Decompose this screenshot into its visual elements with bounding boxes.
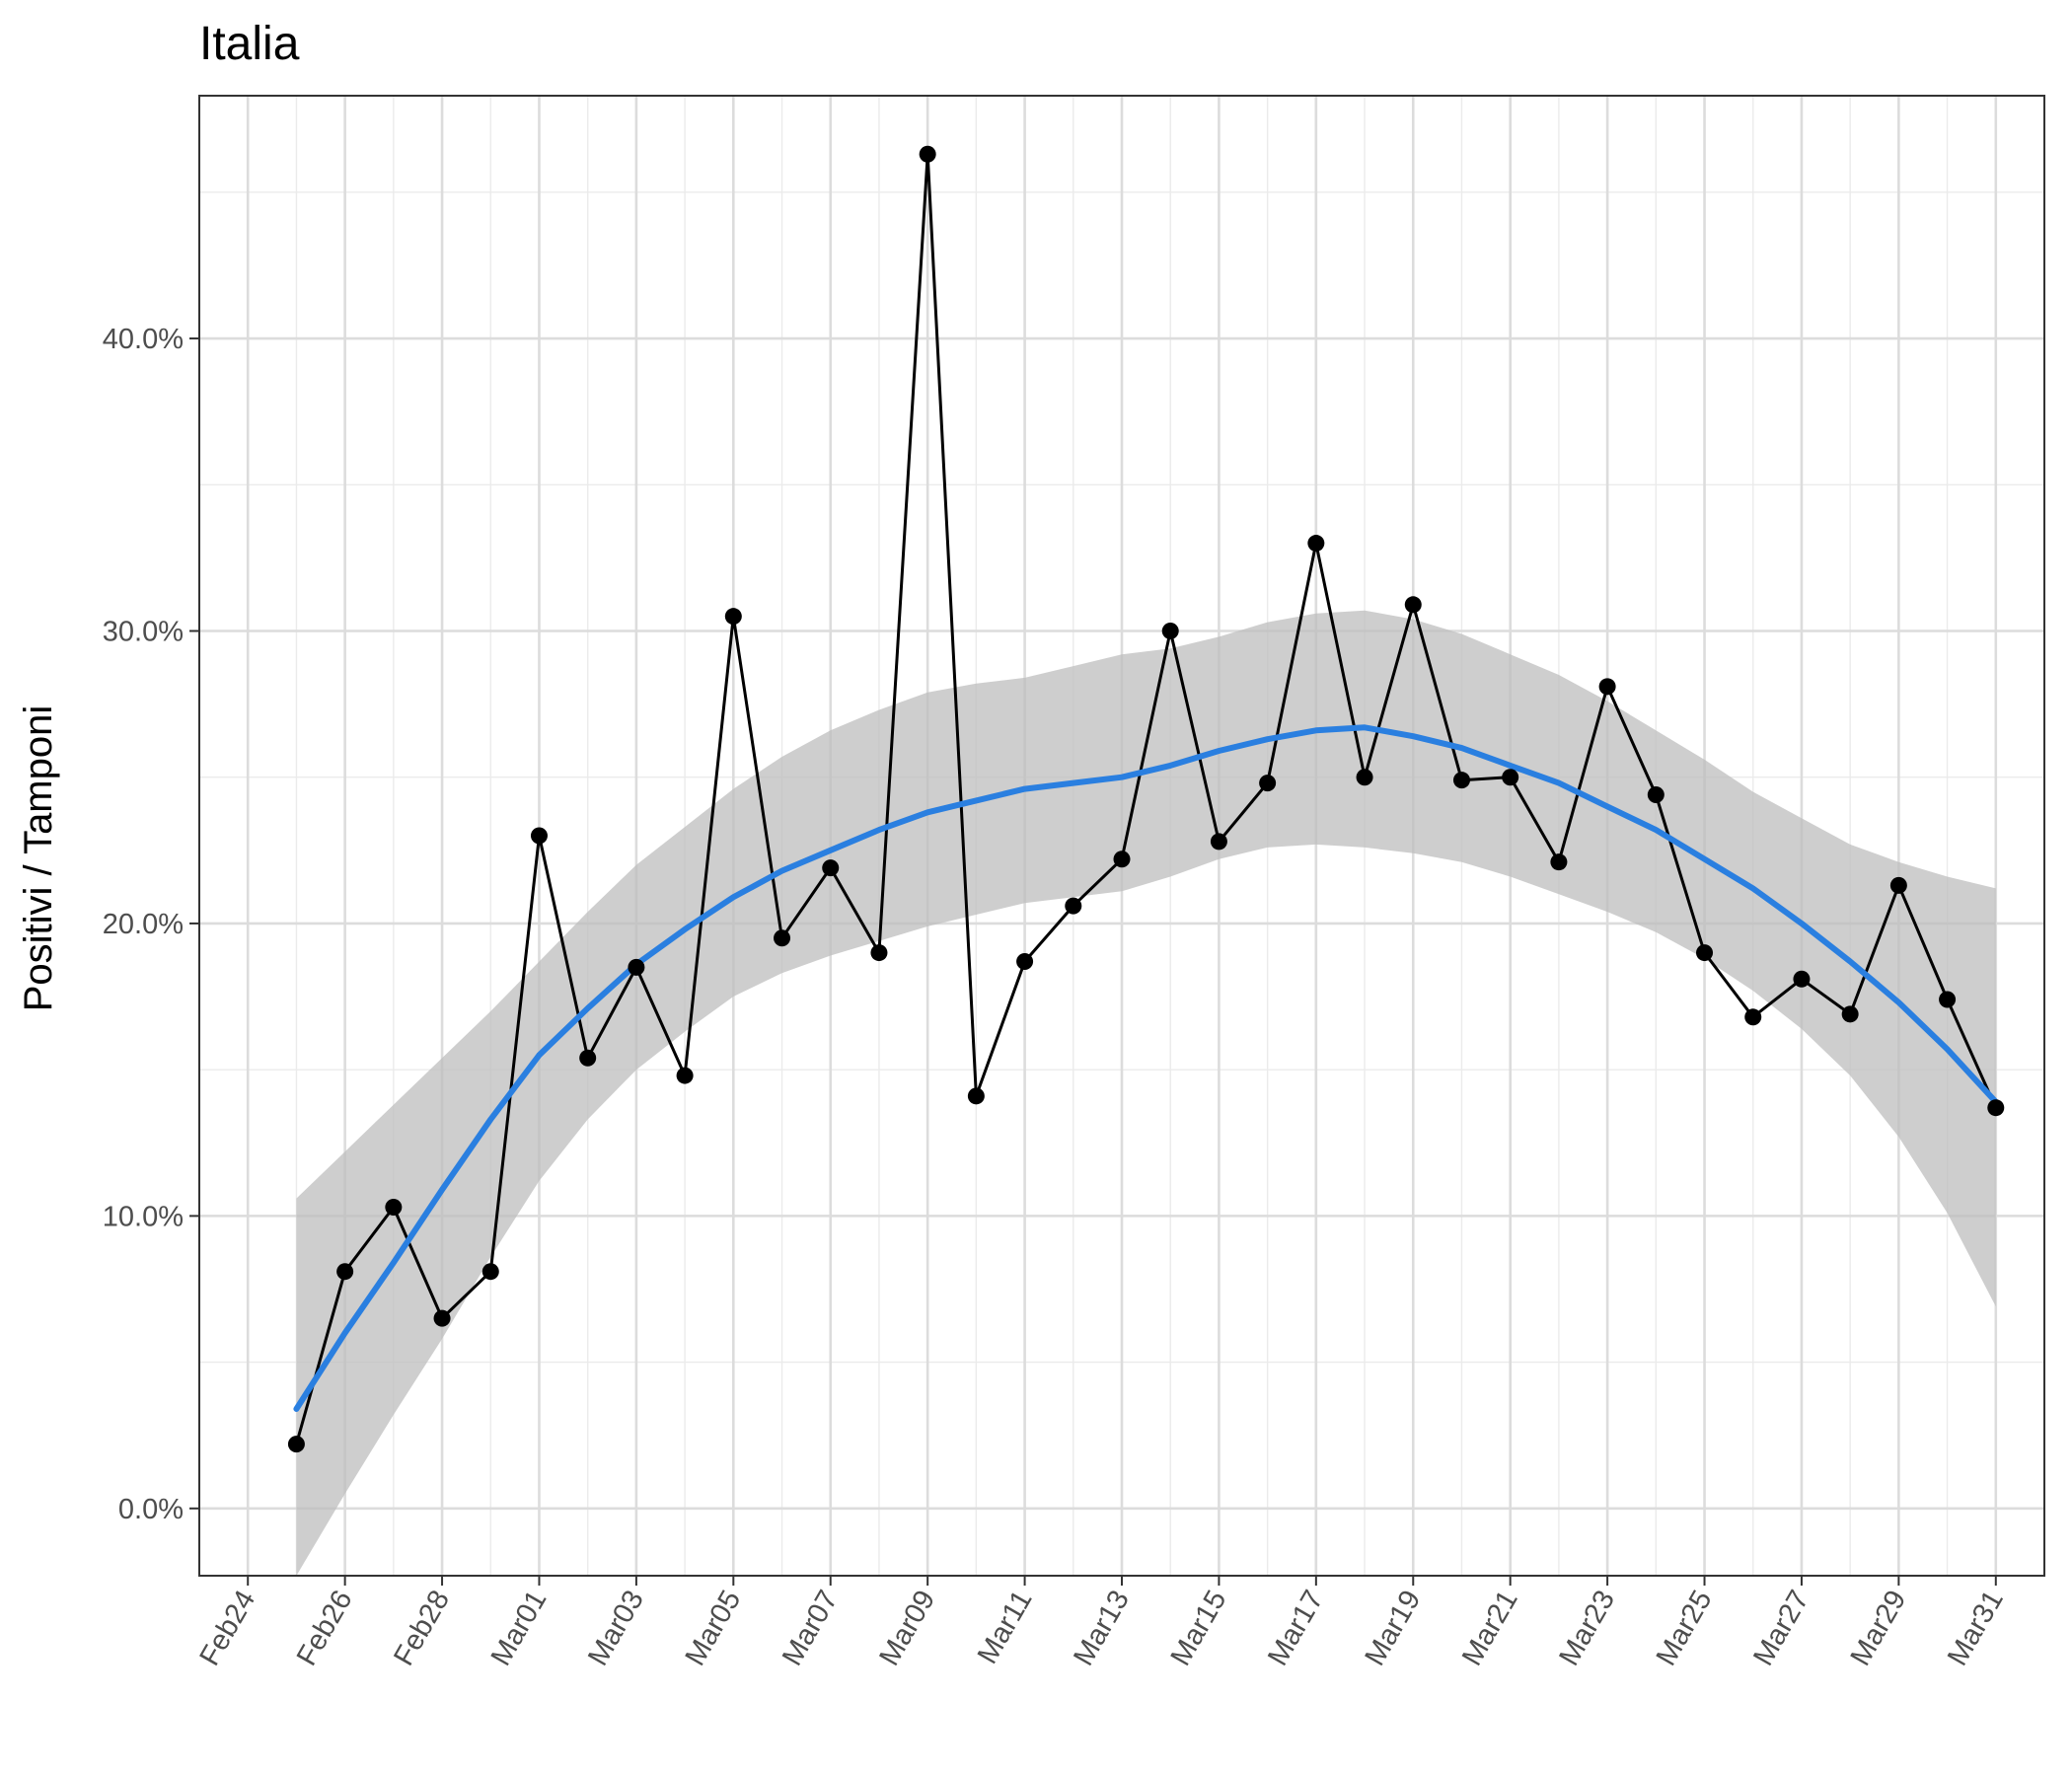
x-tick-label: Mar01 [485, 1586, 554, 1671]
y-tick-label: 0.0% [118, 1494, 184, 1525]
x-tick-label: Mar25 [1651, 1586, 1719, 1671]
series-lines [293, 152, 1999, 1445]
data-point [385, 1198, 403, 1216]
data-point [1452, 772, 1470, 789]
data-point [579, 1049, 597, 1067]
x-tick-label: Mar19 [1360, 1586, 1428, 1671]
data-point [1598, 678, 1616, 696]
data-point [1696, 944, 1714, 962]
data-point [1889, 876, 1907, 894]
data-point [870, 944, 888, 962]
data-point [1987, 1099, 2005, 1117]
data-point [1016, 952, 1034, 970]
confidence-band-area [296, 610, 1996, 1576]
data-point [774, 929, 791, 947]
x-tick-label: Mar05 [680, 1586, 748, 1671]
x-tick-label: Mar29 [1845, 1586, 1913, 1671]
data-point [433, 1309, 451, 1327]
data-point [481, 1263, 499, 1281]
y-tick-label: 30.0% [103, 616, 184, 647]
data-point [1307, 535, 1325, 553]
observed-series-line [294, 152, 1998, 1445]
x-tick-label: Mar17 [1262, 1586, 1330, 1671]
data-point [1550, 853, 1568, 871]
data-point [1647, 785, 1665, 803]
data-point [1939, 991, 1957, 1008]
data-points [287, 145, 2005, 1453]
x-tick-label: Feb28 [388, 1586, 456, 1671]
data-point [1502, 769, 1519, 786]
x-tick-label: Mar07 [777, 1586, 845, 1671]
data-point [967, 1087, 985, 1105]
data-point [1356, 769, 1373, 786]
x-tick-label: Mar13 [1068, 1586, 1136, 1671]
y-tick-label: 20.0% [103, 909, 184, 940]
data-point [1744, 1008, 1762, 1026]
data-point [287, 1436, 305, 1453]
data-point [1793, 970, 1811, 988]
smoothed-series-line [293, 724, 1999, 1412]
data-point [530, 827, 548, 845]
data-point [1113, 851, 1131, 868]
x-tick-label: Feb24 [193, 1586, 261, 1671]
x-tick-label: Feb26 [291, 1586, 359, 1671]
x-tick-label: Mar03 [582, 1586, 650, 1671]
data-point [628, 958, 645, 976]
x-tick-label: Mar31 [1942, 1586, 2010, 1671]
chart-title: Italia [199, 18, 300, 70]
data-point [1065, 897, 1082, 915]
data-point [1404, 596, 1422, 614]
y-tick-label: 10.0% [103, 1201, 184, 1232]
x-tick-label: Mar27 [1747, 1586, 1815, 1671]
x-tick-label: Mar15 [1165, 1586, 1233, 1671]
y-tick-label: 40.0% [103, 324, 184, 355]
data-point [822, 859, 840, 877]
data-point [676, 1067, 694, 1084]
data-point [724, 608, 742, 626]
data-point [919, 145, 936, 163]
data-point [1259, 775, 1277, 792]
data-point [1841, 1005, 1859, 1023]
x-tick-label: Mar23 [1553, 1586, 1621, 1671]
x-tick-label: Mar11 [972, 1586, 1039, 1669]
data-point [336, 1263, 354, 1281]
data-point [1210, 833, 1227, 851]
confidence-band [296, 610, 1996, 1576]
y-axis-label: Positivi / Tamponi [17, 705, 60, 1012]
x-tick-label: Mar21 [1456, 1586, 1524, 1671]
x-tick-label: Mar09 [873, 1586, 941, 1671]
data-point [1161, 622, 1179, 639]
